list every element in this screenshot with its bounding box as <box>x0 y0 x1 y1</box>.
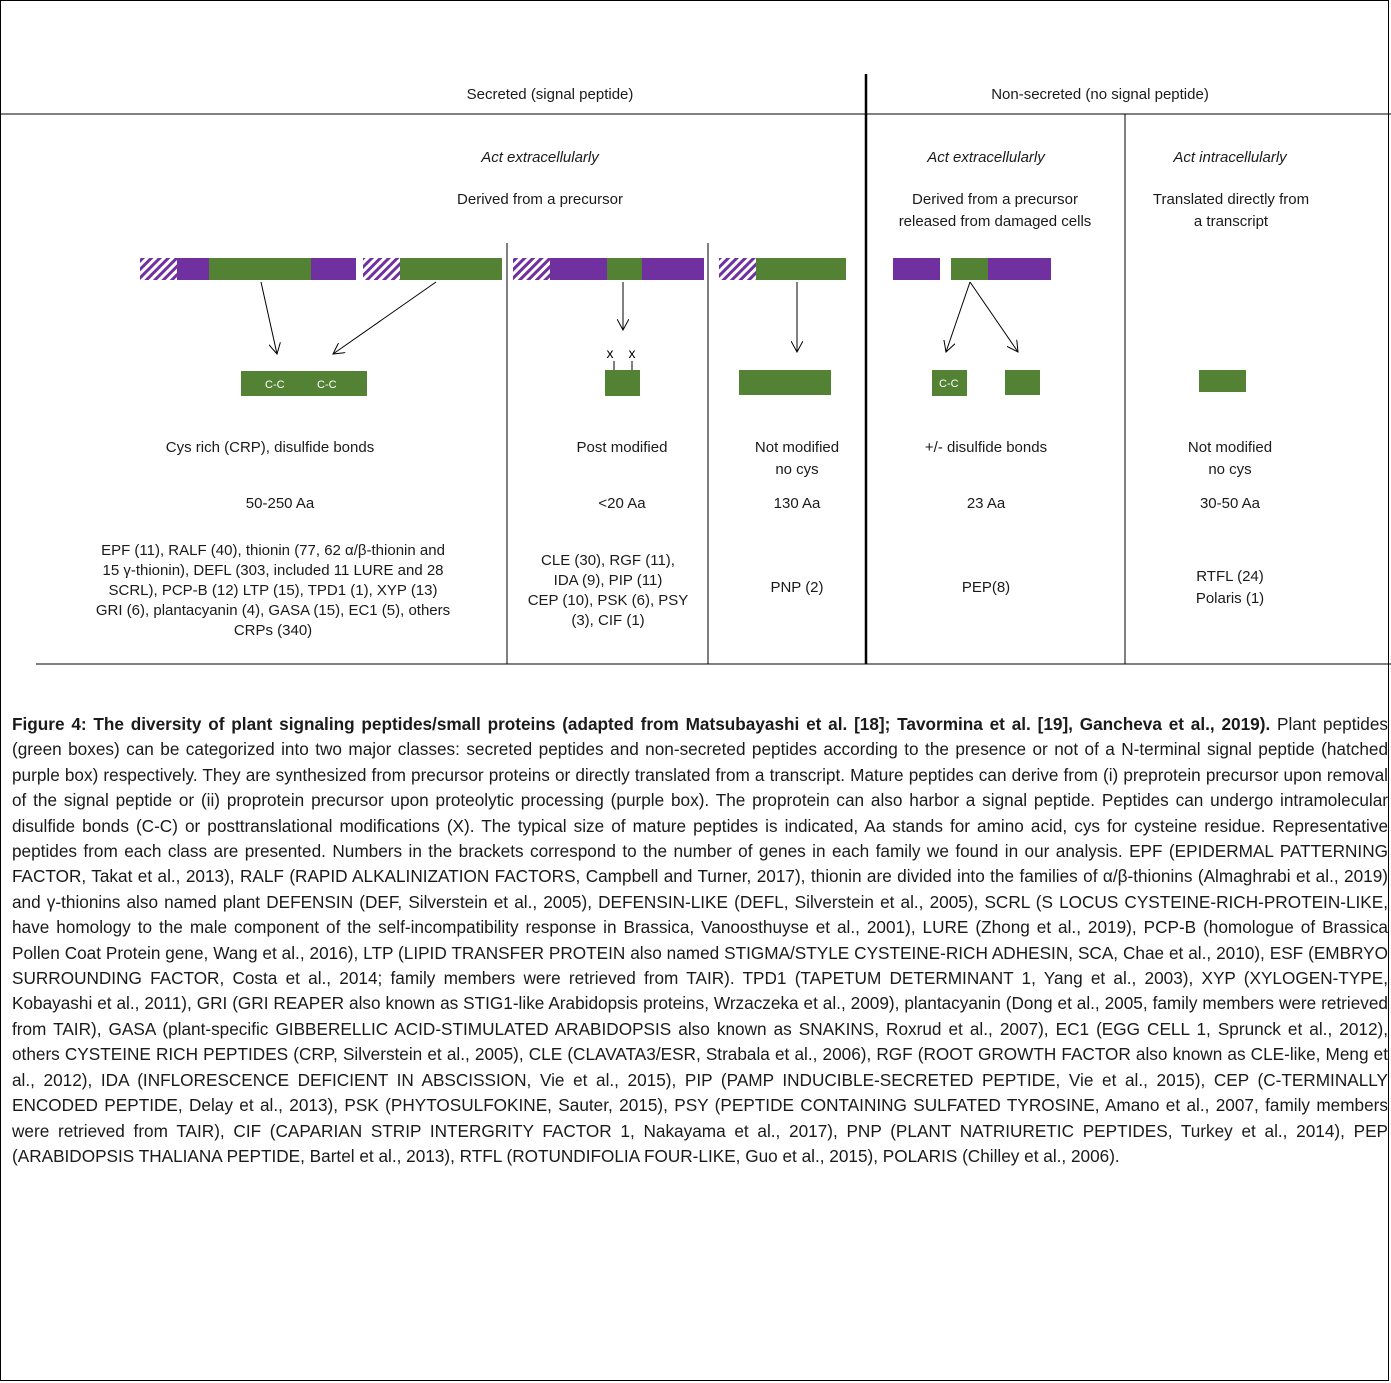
disulfide-mark-2: C-C <box>317 379 337 391</box>
mature-peptide-pnp <box>739 370 831 395</box>
mature-peptide-crp <box>241 371 367 396</box>
arrow-pep-1 <box>946 281 971 352</box>
propeptide-pep-left <box>893 258 940 280</box>
group5-examples-line2: Polaris (1) <box>1195 590 1265 607</box>
group5-examples-line1: RTFL (24) <box>1196 568 1264 585</box>
precursor-pep <box>951 258 1051 280</box>
header-non-secreted: Non-secreted (no signal peptide) <box>991 86 1209 103</box>
mature-peptide-pep-cc <box>932 370 967 396</box>
mature-peptide-post-modified <box>605 370 640 396</box>
group1-examples: EPF (11), RALF (40), thionin (77, 62 α/β… <box>38 541 508 641</box>
arrow-pep-2 <box>969 281 1018 352</box>
group3-size: 130 Aa <box>773 495 821 512</box>
group2-size: <20 Aa <box>598 495 646 512</box>
caption-title: Figure 4: The diversity of plant signali… <box>12 714 1271 734</box>
group2-modification: Post modified <box>576 439 668 456</box>
group3-examples: PNP (2) <box>770 579 824 596</box>
ns-derived-line1: Derived from a precursor <box>912 191 1078 208</box>
precursor-post-modified <box>513 258 704 280</box>
example-line: IDA (9), PIP (11) <box>553 572 663 589</box>
group5-size: 30-50 Aa <box>1199 495 1261 512</box>
example-line: (3), CIF (1) <box>571 612 645 629</box>
group4-examples: PEP(8) <box>961 579 1011 596</box>
header-secreted: Secreted (signal peptide) <box>466 86 634 103</box>
precursor-crp-1 <box>140 258 356 280</box>
ns-trans-line2: a transcript <box>1193 213 1269 230</box>
arrow-crp-1 <box>260 281 277 354</box>
peptide-diagram: C-C C-C x x C-C <box>0 74 1391 665</box>
example-line: CLE (30), RGF (11), <box>541 552 675 569</box>
disulfide-mark-1: C-C <box>265 379 285 391</box>
ns-derived-line2: released from damaged cells <box>898 213 1092 230</box>
figure-caption: Figure 4: The diversity of plant signali… <box>12 712 1388 1169</box>
modification-x-1: x <box>607 345 614 361</box>
disulfide-mark-3: C-C <box>939 378 959 390</box>
group1-modification: Cys rich (CRP), disulfide bonds <box>165 439 375 456</box>
mature-peptide-pep <box>1005 370 1040 395</box>
secreted-act-label: Act extracellularly <box>481 149 599 166</box>
group5-modification-line1: Not modified <box>1187 439 1273 456</box>
group4-modification: +/- disulfide bonds <box>924 439 1048 456</box>
secreted-derived-label: Derived from a precursor <box>457 191 623 208</box>
ns-act-extra-label: Act extracellularly <box>927 149 1045 166</box>
group4-size: 23 Aa <box>966 495 1006 512</box>
precursor-pnp <box>719 258 846 280</box>
group5-modification-line2: no cys <box>1208 461 1252 478</box>
example-line: GRI (6), plantacyanin (4), GASA (15), EC… <box>95 602 451 619</box>
group3-modification-line1: Not modified <box>754 439 840 456</box>
example-line: 15 γ-thionin), DEFL (303, included 11 LU… <box>102 562 444 579</box>
diagram-graphics: C-C C-C x x C-C <box>0 74 1391 665</box>
group1-size: 50-250 Aa <box>245 495 315 512</box>
example-line: SCRL), PCP-B (12) LTP (15), TPD1 (1), XY… <box>108 582 438 599</box>
caption-body: Plant peptides (green boxes) can be cate… <box>12 714 1388 1166</box>
precursor-crp-2 <box>363 258 502 280</box>
modification-x-2: x <box>629 345 636 361</box>
group2-examples: CLE (30), RGF (11), IDA (9), PIP (11) CE… <box>510 551 706 631</box>
example-line: CRPs (340) <box>233 622 313 639</box>
group3-modification-line2: no cys <box>775 461 819 478</box>
example-line: EPF (11), RALF (40), thionin (77, 62 α/β… <box>101 542 445 559</box>
arrow-crp-2 <box>333 281 437 354</box>
example-line: CEP (10), PSK (6), PSY <box>527 592 689 609</box>
mature-peptide-intracellular <box>1199 370 1246 392</box>
ns-trans-line1: Translated directly from <box>1152 191 1310 208</box>
ns-act-intra-label: Act intracellularly <box>1173 149 1287 166</box>
